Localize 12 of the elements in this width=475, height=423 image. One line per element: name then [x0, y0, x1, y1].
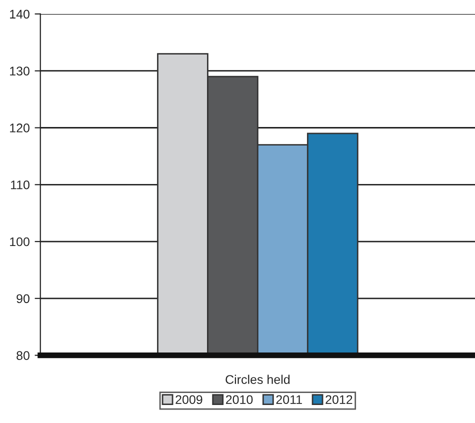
legend-label: 2011 [276, 395, 302, 404]
y-tick-label: 110 [10, 180, 30, 190]
y-tick-label: 140 [10, 10, 30, 19]
y-tick-label: 120 [10, 124, 30, 132]
legend-label: 2009 [176, 395, 202, 404]
y-tick-label: 130 [10, 66, 30, 76]
legend-label: 2010 [226, 395, 253, 404]
y-tick-label: 80 [16, 351, 30, 360]
y-tick-label: 100 [10, 237, 30, 246]
y-tick-label: 90 [16, 294, 30, 304]
x-tick-label: Circles held [226, 374, 290, 384]
legend-label: 2012 [326, 395, 352, 404]
